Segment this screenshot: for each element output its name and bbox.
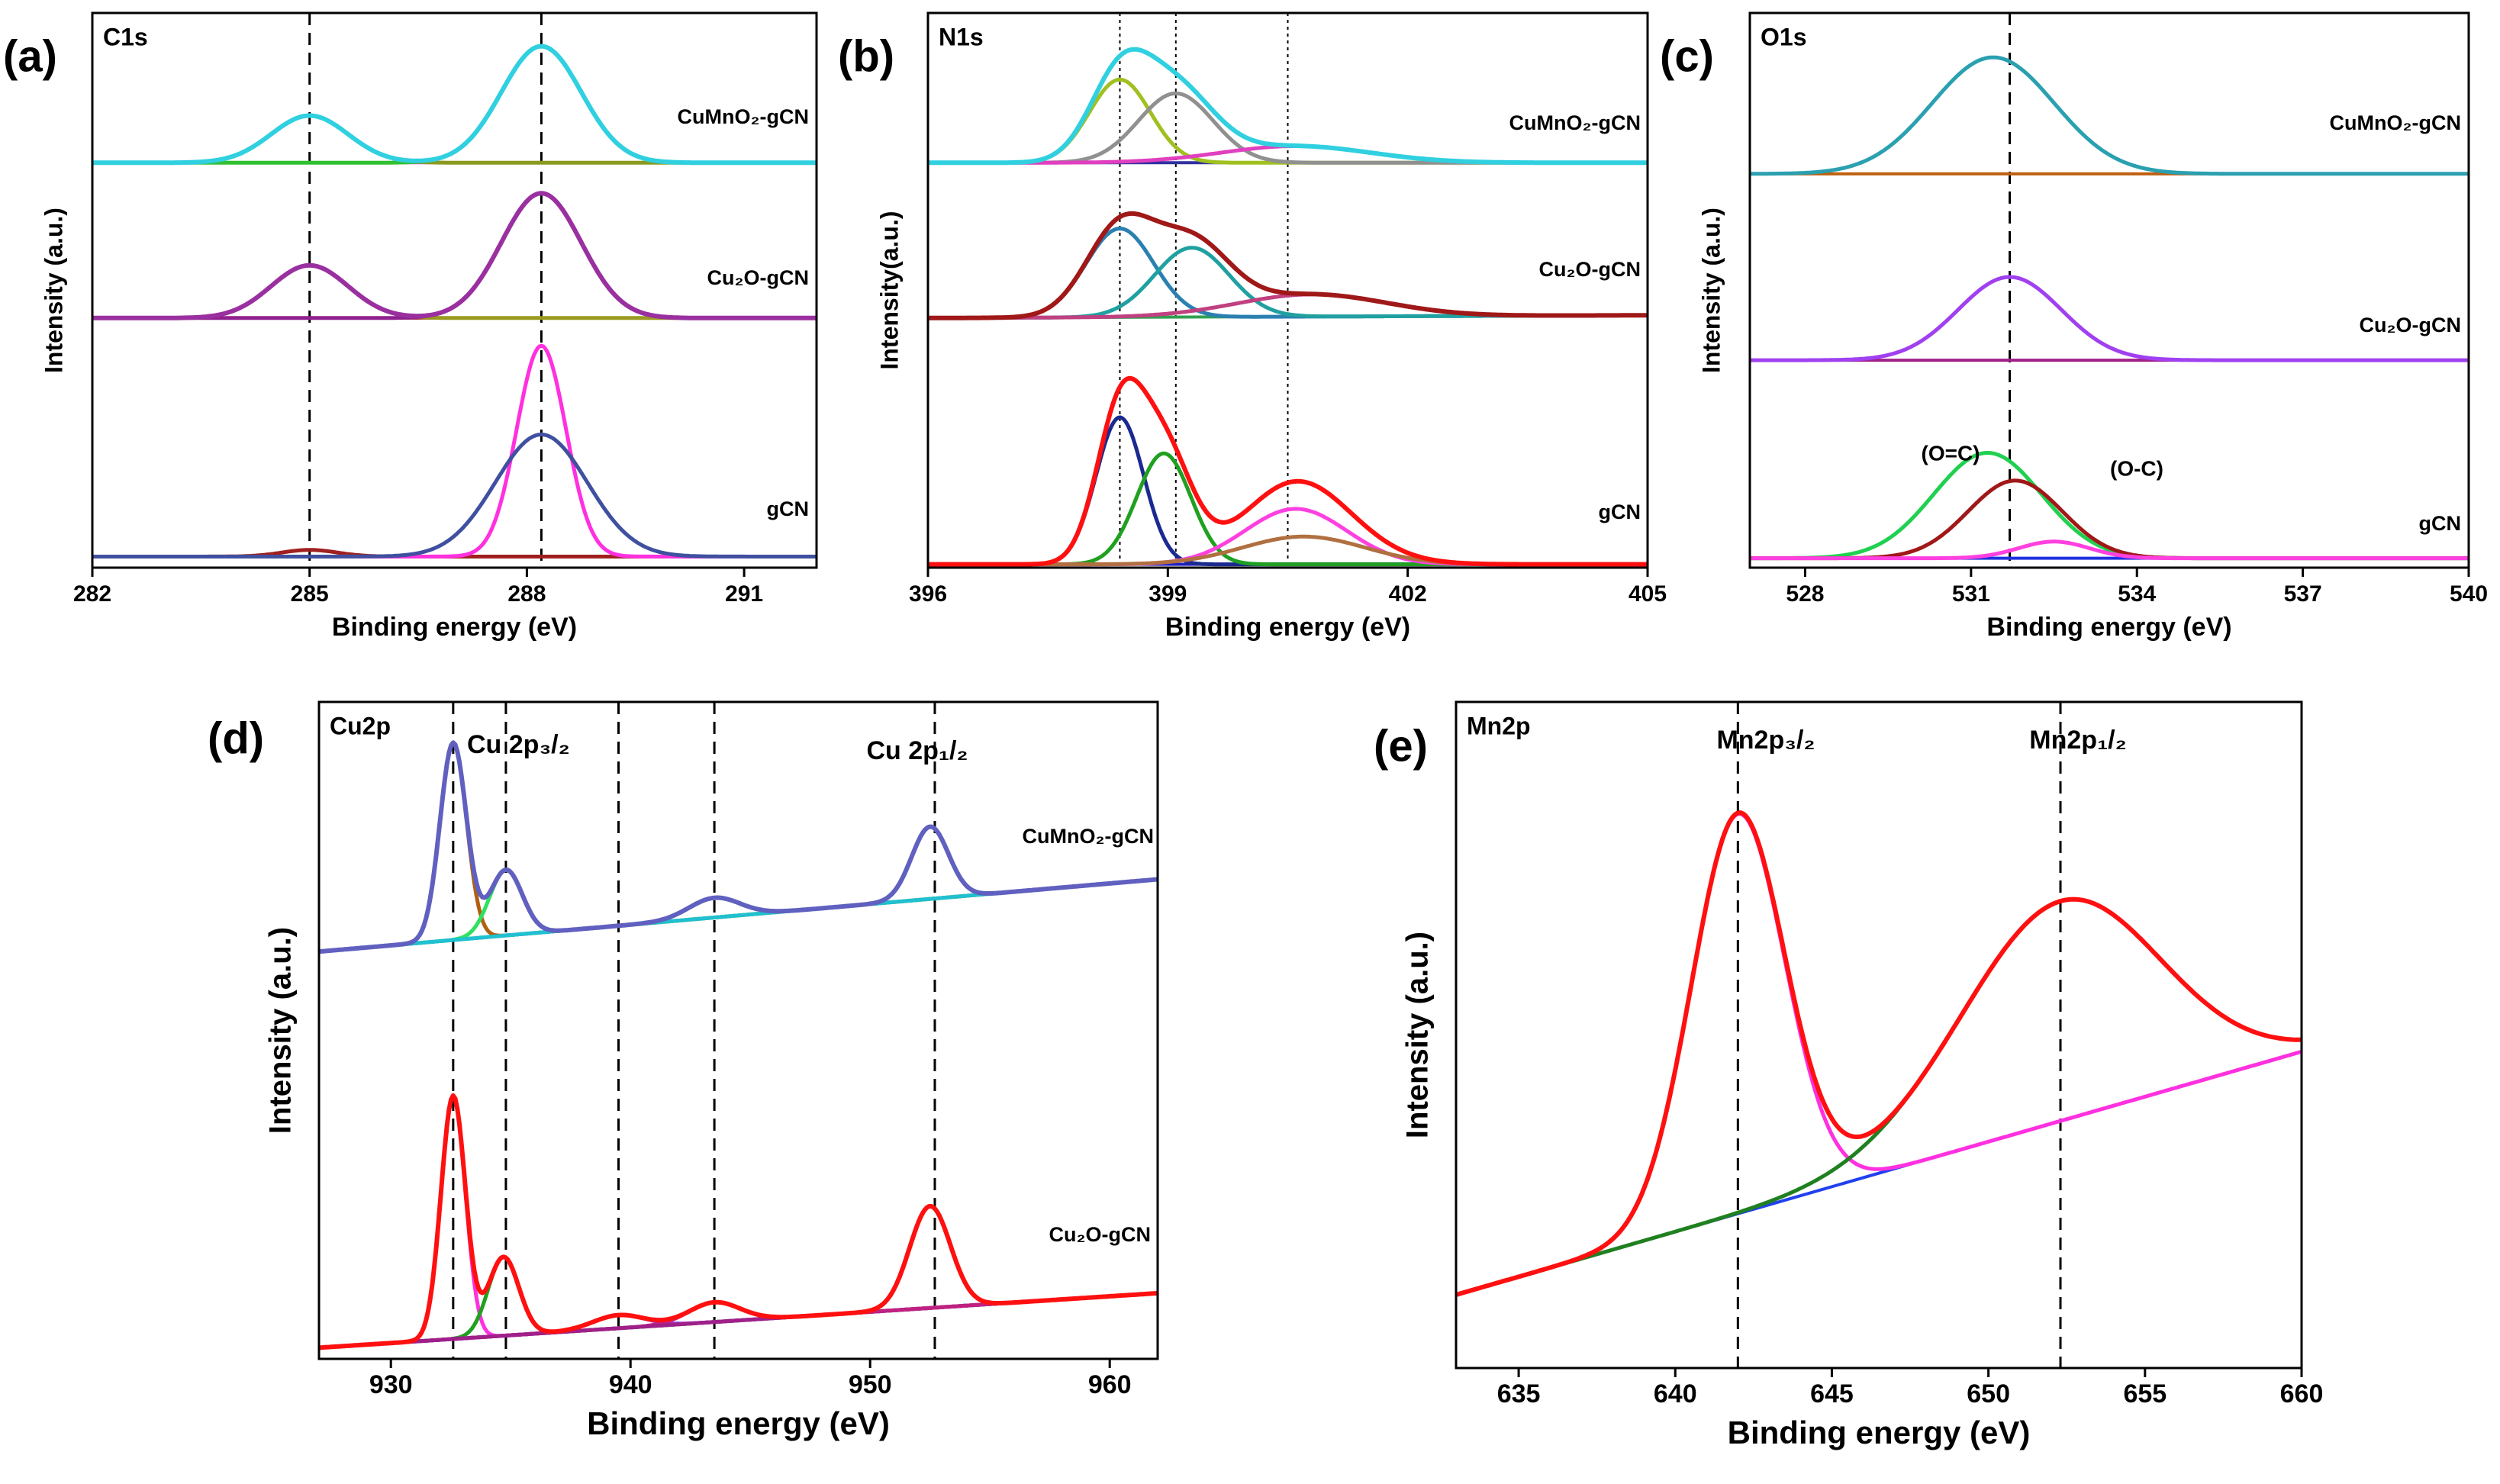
x-tick-label: 396 [909,581,947,607]
spectrum-title: Mn2p [1467,712,1531,739]
fit-envelope [928,211,1648,320]
panel-label: (e) [1374,721,1428,771]
x-tick-label: 645 [1810,1379,1854,1408]
annotation: (O=C) [1922,441,1980,465]
x-tick-label: 288 [507,581,546,607]
plot-area [1456,702,2302,1368]
x-tick-label: 399 [1149,581,1187,607]
x-tick-label: 537 [2284,581,2322,607]
sample-label: CuMnO₂-gCN [1023,825,1154,848]
fit-peak [1750,539,2469,561]
plot-frame [91,11,818,569]
fit-envelope [319,1093,1158,1350]
fit-envelope [1456,810,2302,1297]
annotation: Cu 2p₃/₂ [467,730,570,759]
plot-area [92,13,817,568]
sample-label: gCN [2419,512,2462,535]
spectrum-title: C1s [103,23,148,50]
x-tick-label: 285 [291,581,329,607]
panel-label: (b) [838,31,894,81]
plot-frame [1748,11,2470,569]
x-axis-label: Binding energy (eV) [1986,613,2231,642]
plot-area [928,13,1648,568]
x-tick-label: 655 [2123,1379,2167,1408]
fit-envelope [319,740,1158,954]
sample-label: Cu₂O-gCN [1049,1223,1151,1246]
x-tick-label: 534 [2118,581,2156,607]
spectrum-title: Cu2p [330,712,391,739]
annotation: Mn2p₃/₂ [1716,726,1815,755]
fit-peak [92,433,817,559]
x-tick-label: 531 [1952,581,1990,607]
annotation: Mn2p₁/₂ [2029,726,2126,755]
sample-label: gCN [767,497,810,520]
x-tick-label: 950 [849,1370,892,1399]
annotation: (O-C) [2110,456,2163,480]
plot-frame [1455,700,2303,1370]
y-axis-label: Intensity (a.u.) [1401,932,1435,1138]
fit-envelope [92,43,817,166]
plot-area [1750,13,2469,568]
sample-label: Cu₂O-gCN [1539,258,1641,281]
sample-label: CuMnO₂-gCN [678,105,809,128]
x-tick-label: 402 [1389,581,1427,607]
sample-label: CuMnO₂-gCN [1509,111,1641,134]
spectrum-title: O1s [1761,23,1806,50]
x-tick-label: 640 [1654,1379,1697,1408]
sample-label: Cu₂O-gCN [707,266,809,289]
panel-label: (a) [3,31,57,81]
x-axis-label: Binding energy (eV) [1165,613,1410,642]
x-tick-label: 930 [369,1370,413,1399]
spectrum-title: N1s [939,23,984,50]
y-axis-label: Intensity (a.u.) [1697,208,1725,373]
x-tick-label: 291 [725,581,763,607]
sample-label: Cu₂O-gCN [2360,314,2461,336]
plot-frame [926,11,1649,569]
x-tick-label: 940 [609,1370,652,1399]
x-axis-label: Binding energy (eV) [332,613,577,642]
x-axis-label: Binding energy (eV) [587,1405,890,1441]
fit-envelope [928,47,1648,166]
fit-envelope [92,191,817,320]
fit-peak [1750,55,2469,176]
fit-envelope [928,375,1648,567]
y-axis-label: Intensity (a.u.) [264,927,298,1134]
x-tick-label: 960 [1088,1370,1132,1399]
x-tick-label: 635 [1497,1379,1541,1408]
x-tick-label: 528 [1786,581,1824,607]
sample-label: CuMnO₂-gCN [2330,111,2461,134]
x-tick-label: 540 [2450,581,2488,607]
y-axis-label: Intensity (a.u.) [40,208,67,373]
x-tick-label: 405 [1629,581,1667,607]
x-tick-label: 660 [2280,1379,2324,1408]
panel-label: (c) [1660,31,1714,81]
x-tick-label: 650 [1967,1379,2010,1408]
sample-label: gCN [1599,501,1641,523]
plot-frame [317,700,1159,1360]
y-axis-label: Intensity(a.u.) [875,211,903,369]
fit-peak [1750,275,2469,362]
plot-area [319,702,1158,1359]
panel-label: (d) [208,713,264,763]
x-axis-label: Binding energy (eV) [1728,1415,2031,1450]
annotation: Cu 2p₁/₂ [866,736,968,765]
x-tick-label: 282 [73,581,111,607]
